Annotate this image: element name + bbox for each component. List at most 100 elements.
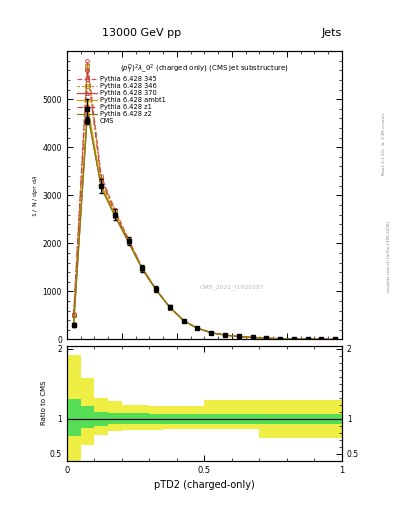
Pythia 6.428 z1 <box>209 330 214 336</box>
Pythia 6.428 z1 <box>292 336 296 342</box>
Pythia 6.428 370 <box>168 305 173 311</box>
Pythia 6.428 z1 <box>222 332 227 338</box>
Pythia 6.428 z1 <box>250 334 255 340</box>
Pythia 6.428 ambt1 <box>278 335 283 342</box>
Pythia 6.428 z2 <box>182 318 186 324</box>
Text: $(p_T^D)^2\lambda\_0^2$ (charged only) (CMS jet substructure): $(p_T^D)^2\lambda\_0^2$ (charged only) (… <box>120 63 289 76</box>
Pythia 6.428 345 <box>140 265 145 271</box>
Pythia 6.428 ambt1 <box>140 266 145 272</box>
Pythia 6.428 z1 <box>278 335 283 342</box>
Pythia 6.428 345 <box>154 286 159 292</box>
Pythia 6.428 ambt1 <box>113 211 118 218</box>
Line: Pythia 6.428 ambt1: Pythia 6.428 ambt1 <box>72 102 337 342</box>
Pythia 6.428 345 <box>195 325 200 331</box>
Pythia 6.428 345 <box>85 58 90 64</box>
Pythia 6.428 ambt1 <box>319 336 324 343</box>
Pythia 6.428 z1 <box>85 68 90 74</box>
Pythia 6.428 z1 <box>182 318 186 324</box>
Pythia 6.428 345 <box>113 207 118 213</box>
Pythia 6.428 346 <box>154 287 159 293</box>
Pythia 6.428 z1 <box>333 336 338 343</box>
Pythia 6.428 370 <box>319 336 324 343</box>
Line: Pythia 6.428 370: Pythia 6.428 370 <box>72 112 337 342</box>
Pythia 6.428 345 <box>319 336 324 343</box>
Pythia 6.428 346 <box>319 336 324 343</box>
Pythia 6.428 ambt1 <box>72 320 76 326</box>
Pythia 6.428 370 <box>305 336 310 342</box>
Pythia 6.428 z1 <box>99 177 104 183</box>
Pythia 6.428 370 <box>222 332 227 338</box>
Pythia 6.428 z2 <box>140 266 145 272</box>
Pythia 6.428 346 <box>140 265 145 271</box>
Pythia 6.428 z2 <box>319 336 324 343</box>
Pythia 6.428 370 <box>278 335 283 342</box>
Pythia 6.428 ambt1 <box>237 333 241 339</box>
Text: Rivet 3.1.10, $\geq$ 3.2M events: Rivet 3.1.10, $\geq$ 3.2M events <box>380 111 387 176</box>
Pythia 6.428 ambt1 <box>168 304 173 310</box>
Pythia 6.428 ambt1 <box>250 334 255 340</box>
Y-axis label: 1 / $\mathdefault{N}$ / $\mathdefault{d}p_T$ $\mathdefault{d}\lambda$: 1 / $\mathdefault{N}$ / $\mathdefault{d}… <box>31 174 40 217</box>
Pythia 6.428 346 <box>305 336 310 342</box>
Text: 13000 GeV pp: 13000 GeV pp <box>102 28 181 38</box>
Pythia 6.428 ambt1 <box>127 239 131 245</box>
Pythia 6.428 346 <box>182 318 186 324</box>
Line: Pythia 6.428 346: Pythia 6.428 346 <box>72 63 337 342</box>
Pythia 6.428 ambt1 <box>209 330 214 336</box>
Pythia 6.428 345 <box>278 335 283 342</box>
Pythia 6.428 ambt1 <box>305 336 310 342</box>
Pythia 6.428 z2 <box>278 335 283 342</box>
Pythia 6.428 z2 <box>168 305 173 311</box>
Pythia 6.428 z2 <box>195 325 200 331</box>
Pythia 6.428 z1 <box>127 239 131 245</box>
Pythia 6.428 370 <box>127 239 131 245</box>
Line: Pythia 6.428 345: Pythia 6.428 345 <box>72 59 337 342</box>
Pythia 6.428 370 <box>113 212 118 219</box>
Pythia 6.428 z1 <box>305 336 310 342</box>
Pythia 6.428 ambt1 <box>222 332 227 338</box>
Pythia 6.428 346 <box>168 305 173 311</box>
Pythia 6.428 346 <box>209 330 214 336</box>
Pythia 6.428 346 <box>237 333 241 339</box>
Pythia 6.428 z1 <box>195 325 200 331</box>
Pythia 6.428 z2 <box>72 321 76 327</box>
Pythia 6.428 z1 <box>319 336 324 343</box>
Pythia 6.428 345 <box>72 311 76 317</box>
Pythia 6.428 345 <box>333 336 338 343</box>
Pythia 6.428 370 <box>264 335 269 342</box>
Pythia 6.428 370 <box>85 111 90 117</box>
Pythia 6.428 370 <box>195 325 200 331</box>
Pythia 6.428 346 <box>99 176 104 182</box>
Pythia 6.428 ambt1 <box>85 101 90 107</box>
Pythia 6.428 z2 <box>127 240 131 246</box>
Pythia 6.428 370 <box>237 333 241 339</box>
Pythia 6.428 z2 <box>85 108 90 114</box>
Pythia 6.428 z2 <box>333 336 338 343</box>
Pythia 6.428 z2 <box>292 336 296 342</box>
X-axis label: pTD2 (charged-only): pTD2 (charged-only) <box>154 480 255 490</box>
Pythia 6.428 370 <box>154 287 159 293</box>
Pythia 6.428 ambt1 <box>99 182 104 188</box>
Pythia 6.428 345 <box>305 336 310 342</box>
Pythia 6.428 345 <box>182 317 186 324</box>
Pythia 6.428 z2 <box>222 332 227 338</box>
Pythia 6.428 z2 <box>99 185 104 191</box>
Text: Jets: Jets <box>321 28 342 38</box>
Line: Pythia 6.428 z2: Pythia 6.428 z2 <box>74 111 335 339</box>
Pythia 6.428 346 <box>127 238 131 244</box>
Pythia 6.428 370 <box>250 334 255 340</box>
Pythia 6.428 z2 <box>250 334 255 340</box>
Pythia 6.428 z2 <box>237 333 241 339</box>
Pythia 6.428 345 <box>250 334 255 340</box>
Pythia 6.428 z1 <box>154 287 159 293</box>
Pythia 6.428 346 <box>264 335 269 342</box>
Pythia 6.428 z1 <box>264 335 269 342</box>
Pythia 6.428 346 <box>72 312 76 318</box>
Pythia 6.428 370 <box>72 322 76 328</box>
Pythia 6.428 345 <box>264 335 269 342</box>
Pythia 6.428 345 <box>222 332 227 338</box>
Pythia 6.428 ambt1 <box>292 336 296 342</box>
Pythia 6.428 z2 <box>209 330 214 336</box>
Text: mcplots.cern.ch [arXiv:1306.3436]: mcplots.cern.ch [arXiv:1306.3436] <box>387 221 391 291</box>
Pythia 6.428 370 <box>140 266 145 272</box>
Pythia 6.428 370 <box>182 318 186 324</box>
